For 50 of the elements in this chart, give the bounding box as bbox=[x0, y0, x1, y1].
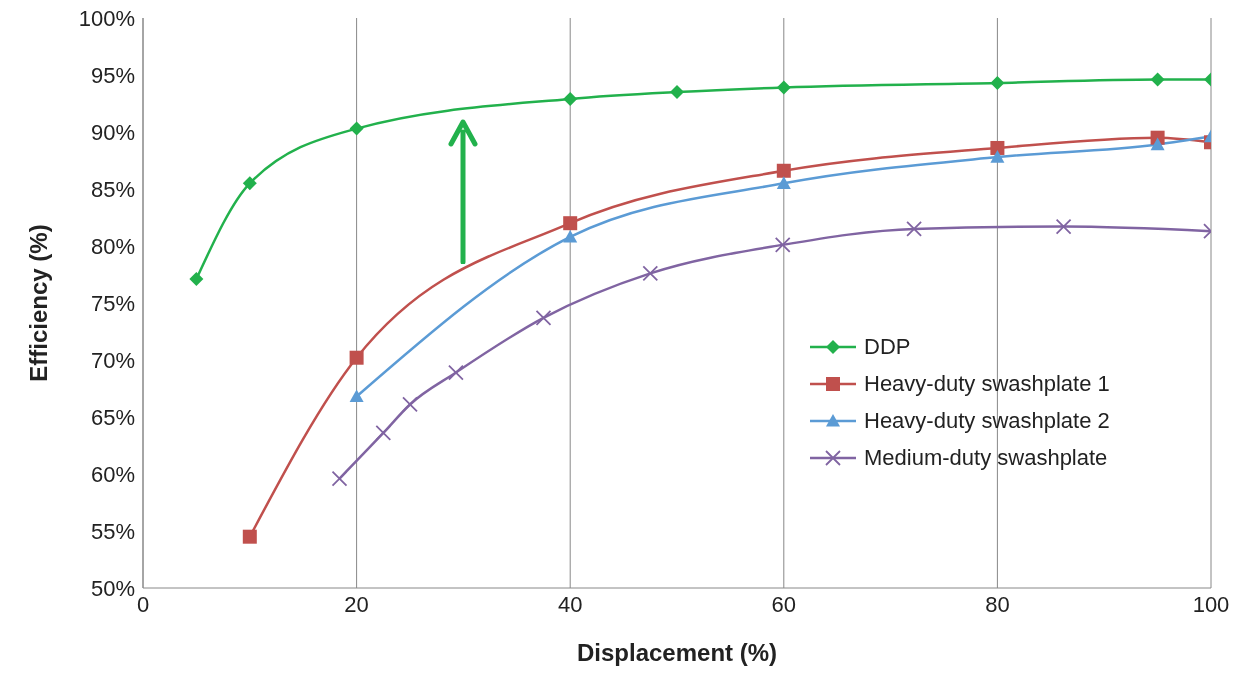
y-tick-label: 75% bbox=[90, 290, 135, 316]
point bbox=[448, 364, 464, 381]
point bbox=[906, 221, 922, 237]
legend-label: Heavy-duty swashplate 2 bbox=[864, 407, 1110, 434]
point bbox=[349, 350, 364, 365]
point bbox=[990, 140, 1005, 155]
point bbox=[563, 229, 578, 243]
point bbox=[670, 85, 684, 100]
legend-label: Heavy-duty swashplate 1 bbox=[864, 370, 1110, 397]
point bbox=[331, 470, 348, 487]
y-tick-label: 50% bbox=[90, 575, 135, 601]
point bbox=[375, 425, 392, 441]
y-tick-label: 55% bbox=[90, 518, 135, 544]
x-tick-label: 80 bbox=[985, 591, 1010, 617]
x-tick-label: 100 bbox=[1192, 591, 1230, 617]
point bbox=[349, 389, 364, 403]
point bbox=[402, 396, 418, 413]
y-tick-label: 100% bbox=[78, 5, 135, 31]
x-tick-label: 20 bbox=[344, 591, 369, 617]
point bbox=[776, 176, 791, 189]
x-axis-title: Displacement (%) bbox=[576, 639, 778, 666]
point bbox=[242, 176, 257, 191]
point bbox=[776, 80, 791, 95]
point bbox=[776, 163, 791, 178]
point bbox=[563, 216, 578, 231]
point bbox=[242, 529, 257, 544]
point bbox=[189, 272, 204, 287]
y-tick-label: 65% bbox=[90, 404, 135, 430]
x-tick-label: 0 bbox=[136, 591, 150, 617]
point bbox=[535, 309, 552, 326]
point bbox=[1150, 72, 1165, 87]
y-tick-label: 95% bbox=[90, 62, 135, 88]
point bbox=[990, 150, 1005, 163]
point bbox=[774, 236, 791, 253]
point bbox=[642, 265, 659, 282]
y-axis-title: Efficiency (%) bbox=[24, 224, 52, 382]
y-tick-label: 80% bbox=[90, 233, 135, 259]
y-tick-label: 70% bbox=[90, 347, 135, 373]
y-tick-label: 60% bbox=[90, 461, 135, 487]
x-tick-label: 60 bbox=[771, 591, 797, 617]
legend-label: Medium-duty swashplate bbox=[864, 444, 1108, 471]
legend-label: DDP bbox=[864, 333, 911, 360]
y-tick-label: 85% bbox=[90, 176, 135, 202]
point bbox=[563, 91, 578, 106]
point bbox=[1055, 218, 1072, 235]
y-tick-label: 90% bbox=[90, 119, 135, 145]
x-tick-label: 40 bbox=[557, 591, 583, 617]
point bbox=[349, 121, 364, 136]
point bbox=[990, 75, 1005, 90]
point bbox=[1150, 137, 1165, 151]
